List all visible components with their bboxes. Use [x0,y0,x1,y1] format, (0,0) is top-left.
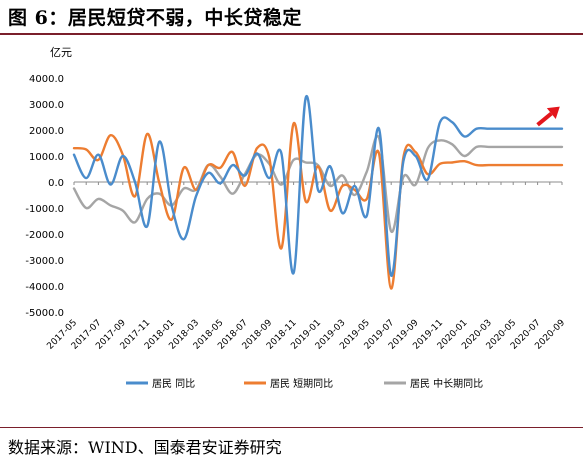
legend-label: 居民 中长期同比 [410,377,483,390]
series-line-0 [72,94,564,277]
y-tick-label: -5000.0 [25,308,64,319]
y-unit-label: 亿元 [50,46,72,59]
y-tick-label: 3000.0 [29,100,64,111]
page-title: 图 6：居民短贷不弱，中长贷稳定 [8,7,302,29]
series-line-1 [72,122,564,290]
arrow-annotation-shaft [536,112,553,127]
footer-rule [0,427,583,428]
title-rule [0,33,583,35]
line-chart: 亿元 4000.0 3000.0 2000.0 1000.0 0.0 -1000.0 -20… [25,46,567,390]
y-tick-label: -4000.0 [25,282,64,293]
y-tick-label: -1000.0 [25,204,64,215]
y-tick-label: -3000.0 [25,256,64,267]
legend-label: 居民 短期同比 [270,377,333,390]
y-tick-label: 0.0 [48,178,64,189]
source-note: 数据来源：WIND、国泰君安证券研究 [8,438,282,457]
arrow-annotation-head [546,106,560,119]
title-row: 图 6：居民短贷不弱，中长贷稳定 [0,0,583,30]
y-tick-label: -2000.0 [25,230,64,241]
y-tick-label: 2000.0 [29,126,64,137]
y-tick-label: 1000.0 [29,152,64,163]
legend-label: 居民 同比 [152,378,195,390]
y-tick-label: 4000.0 [29,74,64,85]
